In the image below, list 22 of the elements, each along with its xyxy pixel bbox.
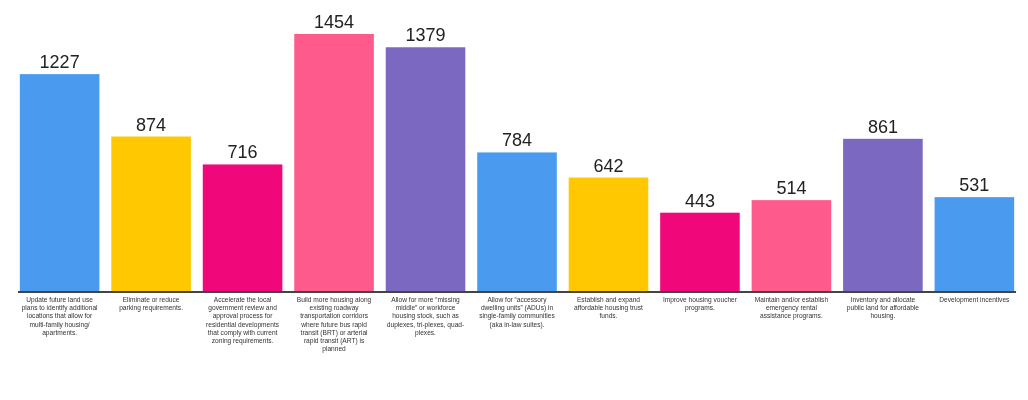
bar [843, 138, 923, 291]
bar [202, 164, 283, 291]
data-label: 531 [959, 175, 990, 196]
data-label: 1379 [405, 25, 446, 46]
bar [19, 74, 100, 291]
bar [751, 200, 832, 291]
data-label: 642 [593, 155, 624, 176]
data-label: 861 [867, 116, 898, 137]
bar [568, 177, 649, 291]
bar [385, 47, 466, 291]
data-label: 1227 [39, 52, 80, 73]
data-label: 514 [776, 178, 807, 199]
bar [111, 136, 191, 291]
bar [934, 197, 1015, 291]
bar [660, 212, 740, 291]
data-label: 716 [227, 142, 258, 163]
data-label: 874 [136, 114, 167, 135]
data-label: 1454 [314, 12, 355, 32]
data-label: 784 [501, 130, 533, 151]
bar [477, 152, 557, 291]
bar [294, 34, 374, 291]
data-label: 443 [684, 190, 715, 211]
